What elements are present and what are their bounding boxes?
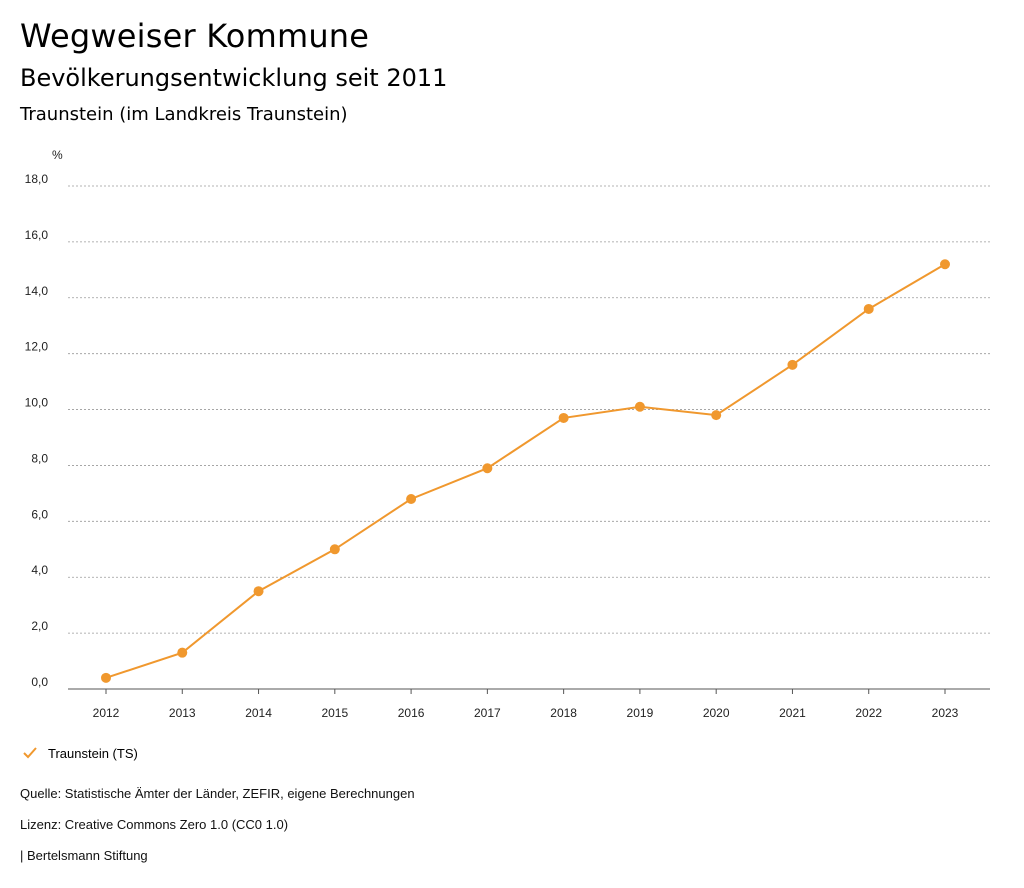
y-tick-label: 16,0: [25, 228, 49, 242]
data-point-2013[interactable]: [177, 647, 188, 658]
data-point-2023[interactable]: [940, 259, 950, 270]
x-tick-label: 2016: [398, 706, 425, 720]
data-point-2012[interactable]: [101, 672, 111, 683]
x-axis: 2012 2013 2014 2015 2016 2017 2018 2019 2020 2021…: [68, 688, 990, 720]
data-point-2019[interactable]: [634, 401, 645, 412]
y-tick-label: 8,0: [31, 451, 48, 465]
publisher-note: | Bertelsmann Stiftung: [20, 848, 148, 863]
x-tick-label: 2020: [703, 706, 730, 720]
x-tick-label: 2017: [474, 706, 501, 720]
legend-item-traunstein[interactable]: Traunstein (TS): [22, 745, 138, 761]
x-tick-label: 2022: [855, 706, 882, 720]
y-tick-label: 6,0: [31, 507, 48, 521]
y-axis-unit-label: %: [52, 148, 63, 162]
data-point-2018[interactable]: [558, 412, 569, 423]
data-point-2017[interactable]: [482, 463, 493, 474]
data-point-2016[interactable]: [406, 493, 417, 504]
page-title: Wegweiser Kommune: [20, 17, 370, 55]
x-tick-label: 2019: [627, 706, 654, 720]
grid-lines: [68, 185, 990, 690]
license-note: Lizenz: Creative Commons Zero 1.0 (CC0 1…: [20, 817, 289, 832]
line-chart: % 0,0 2,0 4,0 6,0 8,0 10,0 12,0 14,0 16,0 18,0 20…: [25, 148, 990, 720]
region-label: Traunstein (im Landkreis Traunstein): [20, 104, 348, 125]
y-tick-label: 12,0: [25, 340, 49, 354]
y-tick-label: 10,0: [25, 396, 49, 410]
series-line: [105, 263, 946, 679]
series-traunstein: [101, 259, 950, 683]
y-tick-label: 18,0: [25, 172, 49, 186]
x-tick-label: 2018: [550, 706, 577, 720]
y-tick-label: 2,0: [31, 619, 48, 633]
data-point-2014[interactable]: [253, 586, 264, 597]
source-note: Quelle: Statistische Ämter der Länder, Z…: [20, 786, 415, 801]
x-tick-label: 2012: [93, 706, 120, 720]
data-point-2021[interactable]: [787, 359, 798, 370]
data-point-2015[interactable]: [329, 544, 340, 555]
data-point-2020[interactable]: [711, 410, 722, 421]
y-tick-label: 4,0: [31, 563, 48, 577]
y-tick-label: 14,0: [25, 284, 49, 298]
y-axis-ticks: 0,0 2,0 4,0 6,0 8,0 10,0 12,0 14,0 16,0 18,0: [25, 172, 49, 689]
x-tick-label: 2014: [245, 706, 272, 720]
x-tick-label: 2013: [169, 706, 196, 720]
check-icon: [23, 747, 37, 759]
data-point-2022[interactable]: [863, 303, 874, 314]
chart-subtitle: Bevölkerungsentwicklung seit 2011: [20, 64, 448, 92]
x-tick-label: 2023: [932, 706, 959, 720]
x-tick-label: 2021: [779, 706, 806, 720]
y-tick-label: 0,0: [31, 675, 48, 689]
legend-label: Traunstein (TS): [48, 745, 138, 761]
x-tick-label: 2015: [321, 706, 348, 720]
